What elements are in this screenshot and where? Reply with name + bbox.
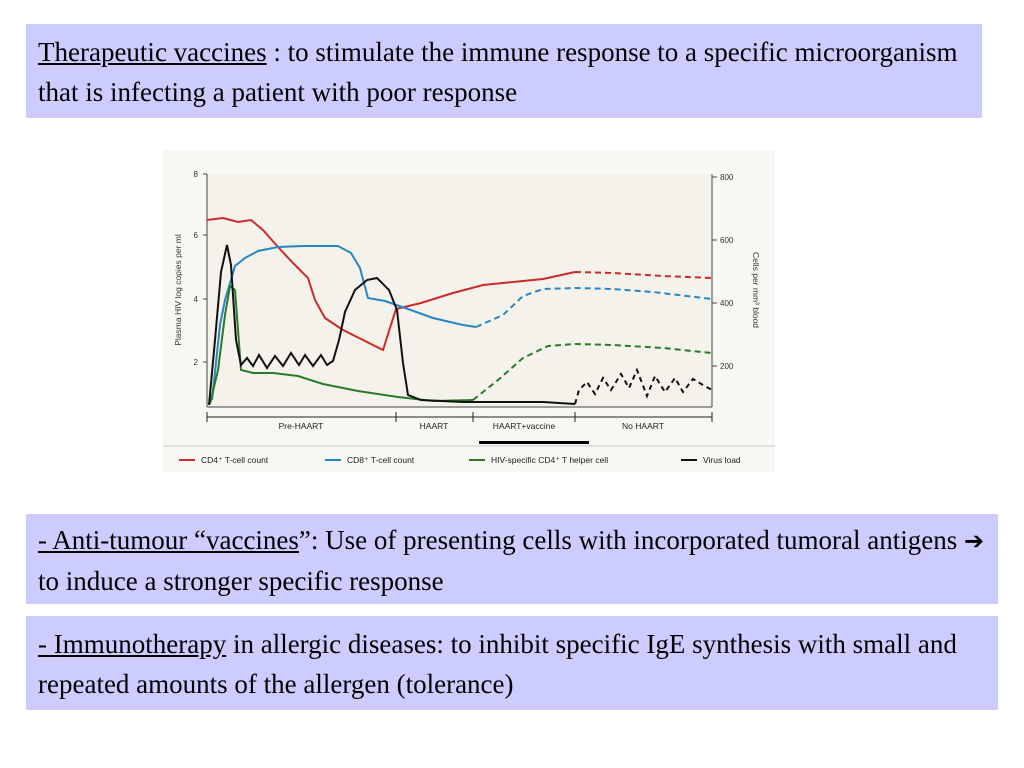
- helper-series-line: [209, 284, 474, 405]
- right-tick-label: 600: [720, 236, 734, 245]
- immunotherapy-text: in allergic diseases: to inhibit specifi…: [38, 629, 957, 699]
- right-axis-title: Cells per mm³ blood: [751, 252, 761, 328]
- left-tick-label: 4: [194, 295, 199, 304]
- vaccine-highlight-bar: [479, 441, 589, 444]
- left-tick-label: 2: [194, 358, 199, 367]
- legend-label-cd4: CD4⁺ T-cell count: [201, 455, 269, 465]
- left-axis-title: Plasma HIV log copies per ml: [173, 234, 183, 346]
- immunotherapy-box: - Immunotherapy in allergic diseases: to…: [26, 616, 998, 710]
- therapeutic-vaccines-box: Therapeutic vaccines : to stimulate the …: [26, 24, 982, 118]
- anti-tumour-text-2: to induce a stronger specific response: [38, 566, 444, 596]
- phase-label-no-haart: No HAART: [622, 421, 664, 431]
- cd4-series-dashed: [574, 271, 713, 279]
- anti-tumour-title: - Anti-tumour “vaccines: [38, 525, 299, 555]
- left-tick-label: 8: [194, 170, 199, 179]
- anti-tumour-vaccines-box: - Anti-tumour “vaccines”: Use of present…: [26, 514, 998, 604]
- legend-label-virus: Virus load: [703, 455, 741, 465]
- cd8-series-dashed: [475, 286, 713, 328]
- therapeutic-vaccines-text: : to stimulate the immune response to a …: [38, 37, 958, 107]
- phase-label-haart-vaccine: HAART+vaccine: [493, 421, 556, 431]
- virus-load-dashed: [574, 367, 713, 405]
- anti-tumour-text: ”: Use of presenting cells with incorpor…: [298, 525, 964, 555]
- arrow-right-icon: ➔: [963, 527, 985, 555]
- right-tick-label: 200: [720, 362, 734, 371]
- right-tick-label: 400: [720, 299, 734, 308]
- right-tick-label: 800: [720, 173, 734, 182]
- hiv-therapy-chart: 2 4 6 8 200 400 600 800 Plasma HIV log c…: [163, 150, 775, 472]
- phase-label-pre-haart: Pre-HAART: [279, 421, 324, 431]
- cd4-series-line: [206, 216, 576, 352]
- legend-label-cd8: CD8⁺ T-cell count: [347, 455, 415, 465]
- phase-label-haart: HAART: [420, 421, 449, 431]
- left-tick-label: 6: [194, 231, 199, 240]
- therapeutic-vaccines-title: Therapeutic vaccines: [38, 37, 267, 67]
- legend-label-helper: HIV-specific CD4⁺ T helper cell: [491, 455, 608, 465]
- virus-load-line: [208, 244, 576, 406]
- immunotherapy-title: - Immunotherapy: [38, 629, 227, 659]
